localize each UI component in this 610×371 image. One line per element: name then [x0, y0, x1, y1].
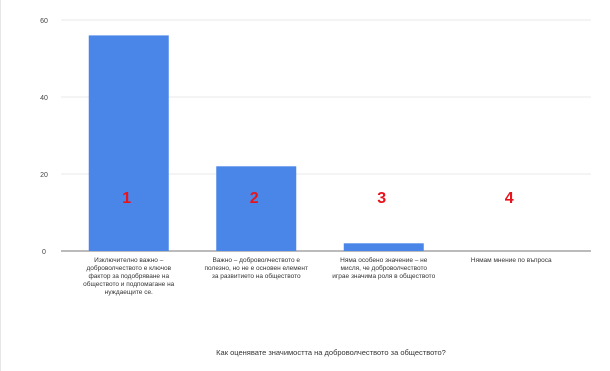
y-tick-label-0: 0 [42, 249, 46, 256]
category-label-2: Важно – доброволчеството е полезно, но н… [204, 257, 308, 280]
x-axis-title: Как оценявате значимостта на доброволчес… [216, 348, 446, 357]
annotation-4: 4 [505, 190, 514, 207]
bar-3 [343, 243, 424, 251]
category-label-1: Изключително важно – доброволчеството е … [83, 257, 175, 296]
y-tick-label-20: 20 [40, 172, 48, 179]
annotation-1: 1 [122, 190, 131, 207]
annotation-2: 2 [250, 190, 259, 207]
y-tick-label-40: 40 [40, 95, 48, 102]
bar-2 [216, 166, 297, 251]
category-label-4: Нямам мнение по въпроса [470, 257, 552, 264]
bar-1 [88, 35, 169, 252]
category-label-3: Няма особено значение – не мисля, че доб… [332, 257, 436, 280]
annotation-3: 3 [377, 190, 386, 207]
y-tick-label-60: 60 [40, 18, 48, 25]
